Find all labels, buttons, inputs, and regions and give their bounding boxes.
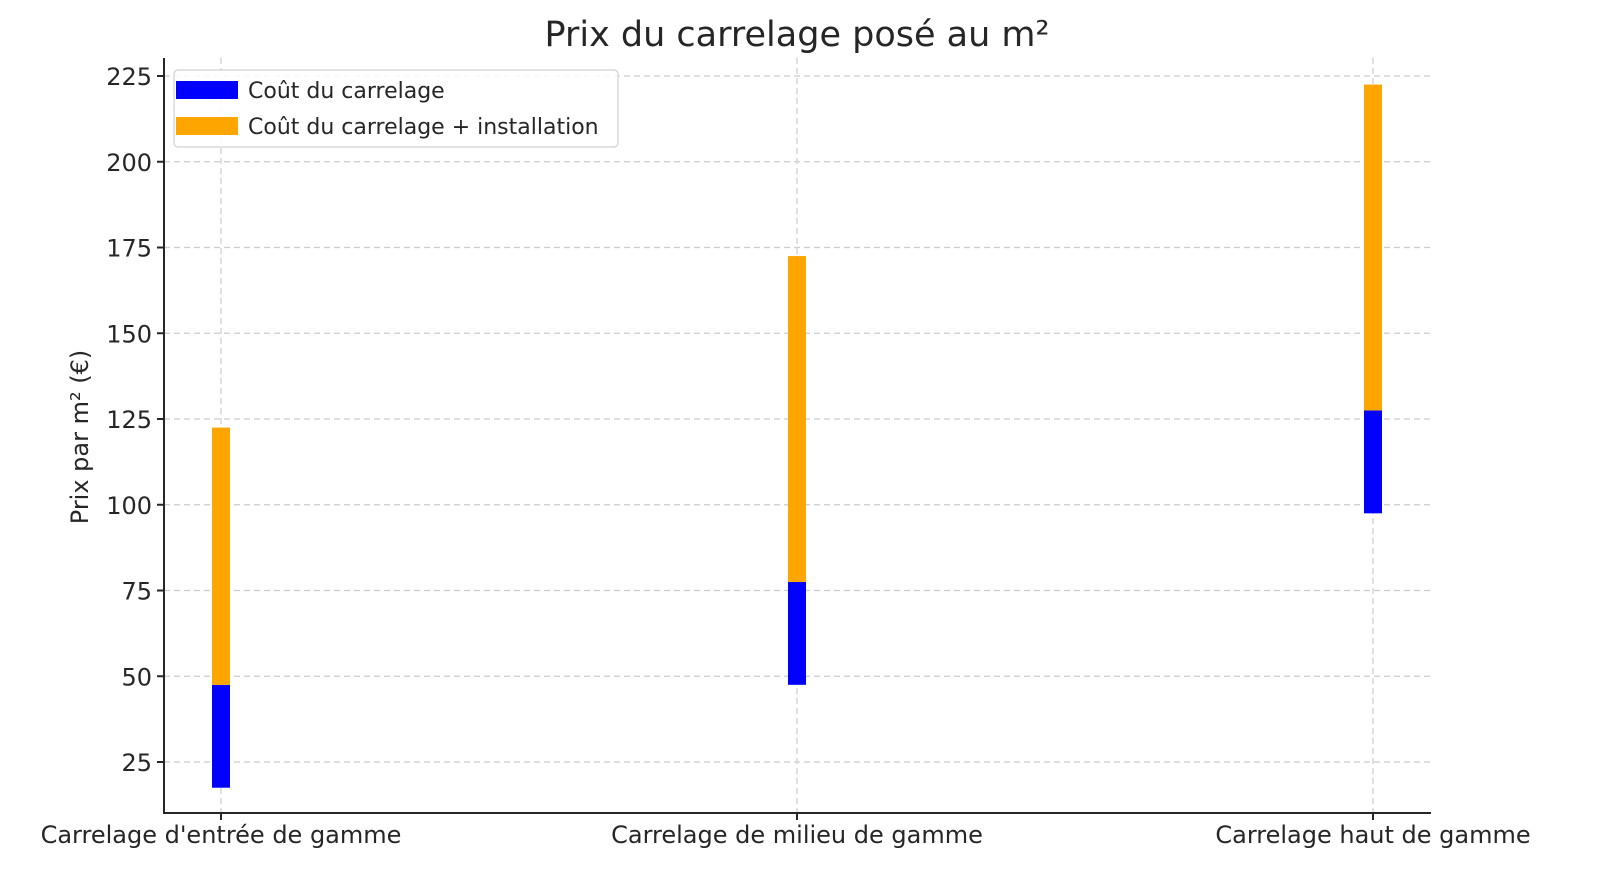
tile-cost-bar: [212, 684, 230, 788]
legend-label: Coût du carrelage: [248, 79, 445, 104]
y-tick-label: 150: [106, 320, 152, 348]
y-tick-label: 175: [106, 235, 152, 263]
legend-label: Coût du carrelage + installation: [248, 115, 599, 140]
y-tick-label: 25: [121, 749, 152, 777]
y-tick-label: 50: [121, 663, 152, 691]
x-tick-label: Carrelage de milieu de gamme: [611, 821, 983, 849]
x-tick-label: Carrelage d'entrée de gamme: [41, 821, 402, 849]
y-ticks: 25 50 75 100 125 150 175 200 225: [106, 63, 164, 777]
y-tick-label: 125: [106, 406, 152, 434]
tile-install-cost-bar: [212, 427, 230, 685]
tile-install-cost-bar: [1364, 84, 1382, 411]
bars: [212, 84, 1382, 788]
legend: Coût du carrelage Coût du carrelage + ins…: [173, 69, 619, 148]
x-ticks: Carrelage d'entrée de gamme Carrelage de …: [41, 813, 1531, 849]
tile-cost-bar: [788, 581, 806, 685]
legend-box: [173, 69, 619, 148]
y-tick-label: 75: [121, 578, 152, 606]
y-tick-label: 100: [106, 492, 152, 520]
chart-title: Prix du carrelage posé au m²: [544, 15, 1049, 55]
x-tick-label: Carrelage haut de gamme: [1215, 821, 1530, 849]
y-tick-label: 200: [106, 149, 152, 177]
y-axis-label: Prix par m² (€): [66, 350, 94, 524]
legend-swatch: [176, 81, 238, 99]
tile-cost-bar: [1364, 410, 1382, 514]
y-tick-label: 225: [106, 63, 152, 91]
tile-install-cost-bar: [788, 256, 806, 582]
legend-swatch: [176, 117, 238, 135]
